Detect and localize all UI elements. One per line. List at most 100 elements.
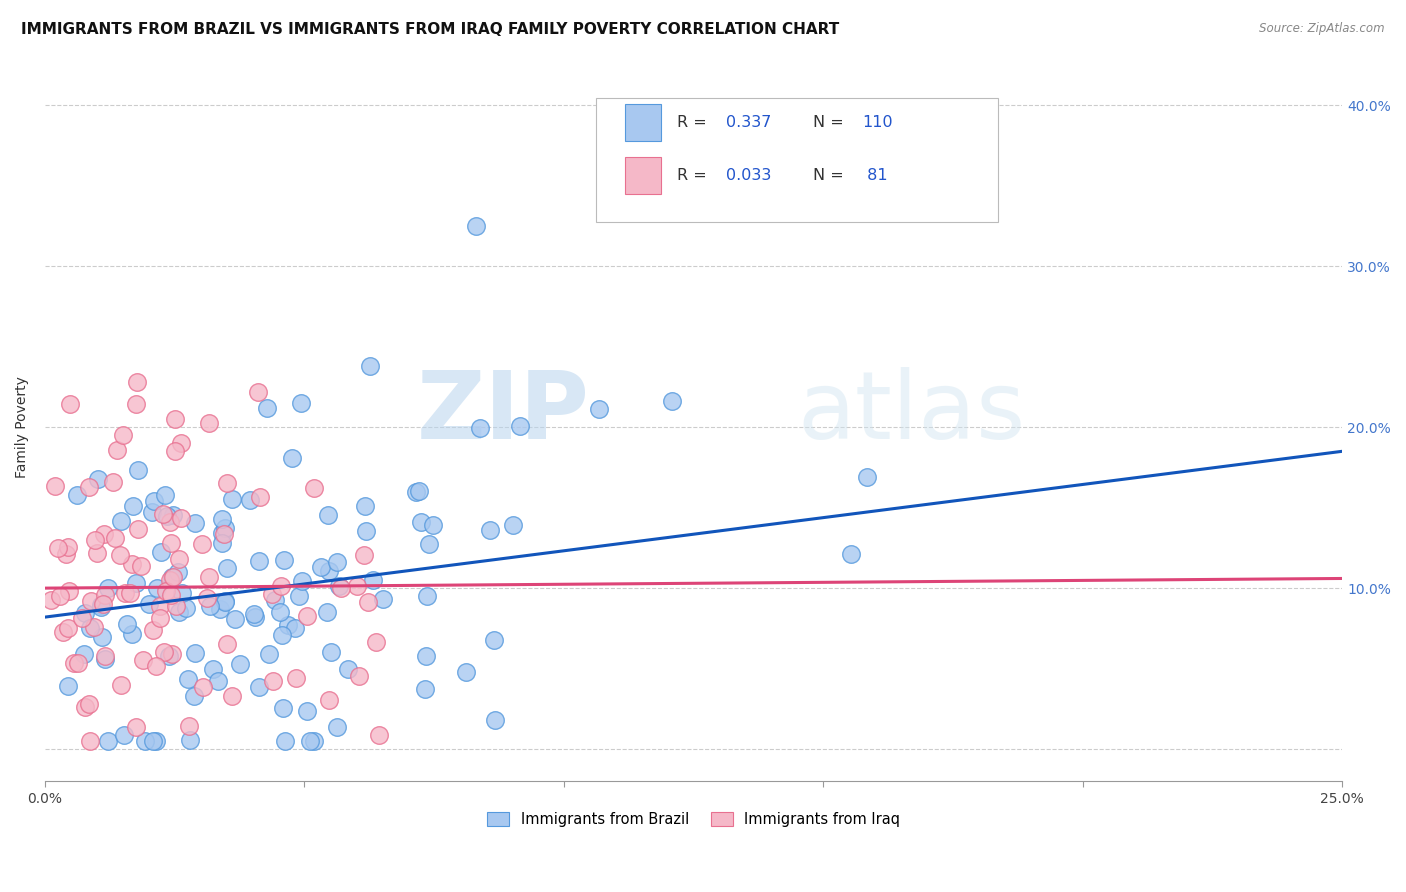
Point [91, 630, 114, 644]
Point [191, 681, 214, 695]
Text: ZIP: ZIP [418, 367, 591, 459]
Point [277, 617, 299, 632]
Point [115, 616, 138, 631]
Text: R =: R = [676, 115, 711, 130]
Point [270, 579, 292, 593]
Point [318, 693, 340, 707]
Point [416, 589, 439, 603]
Point [484, 713, 506, 727]
Point [94, 652, 117, 666]
Point [179, 733, 201, 747]
Point [299, 734, 322, 748]
Point [354, 524, 377, 538]
Point [368, 728, 391, 742]
Point [58, 584, 80, 599]
Point [125, 575, 148, 590]
Point [97, 581, 120, 595]
Point [285, 671, 308, 685]
Point [201, 662, 224, 676]
FancyBboxPatch shape [596, 98, 998, 222]
Point [183, 689, 205, 703]
Point [264, 592, 287, 607]
Point [48, 589, 70, 603]
Point [239, 493, 262, 508]
Point [184, 647, 207, 661]
Point [146, 581, 169, 595]
Point [359, 359, 381, 373]
Point [110, 678, 132, 692]
Point [142, 734, 165, 748]
Point [479, 524, 502, 538]
Point [127, 522, 149, 536]
Point [90, 600, 112, 615]
Point [215, 476, 238, 491]
Point [114, 585, 136, 599]
Point [170, 585, 193, 599]
Point [97, 734, 120, 748]
Point [321, 645, 343, 659]
Point [77, 697, 100, 711]
Point [127, 375, 149, 389]
Point [297, 609, 319, 624]
Point [346, 578, 368, 592]
Point [73, 699, 96, 714]
Point [353, 548, 375, 562]
Point [111, 428, 134, 442]
Point [214, 521, 236, 535]
Point [65, 488, 87, 502]
Point [269, 605, 291, 619]
Point [150, 545, 173, 559]
Point [44, 479, 66, 493]
Point [160, 569, 183, 583]
Point [257, 647, 280, 661]
Point [328, 579, 350, 593]
Point [349, 669, 371, 683]
Point [162, 569, 184, 583]
Point [418, 536, 440, 550]
Point [366, 634, 388, 648]
Point [131, 558, 153, 573]
Y-axis label: Family Poverty: Family Poverty [15, 376, 30, 478]
Point [79, 621, 101, 635]
Point [304, 481, 326, 495]
Point [408, 484, 430, 499]
Point [159, 516, 181, 530]
Point [415, 649, 437, 664]
Point [482, 632, 505, 647]
Point [149, 611, 172, 625]
Point [211, 536, 233, 550]
Point [315, 605, 337, 619]
Point [121, 557, 143, 571]
Point [284, 621, 307, 635]
Point [856, 470, 879, 484]
Point [87, 471, 110, 485]
Point [456, 665, 478, 680]
Point [198, 599, 221, 613]
Point [152, 508, 174, 522]
Point [290, 395, 312, 409]
Point [67, 656, 90, 670]
Point [363, 573, 385, 587]
Point [422, 517, 444, 532]
Text: Source: ZipAtlas.com: Source: ZipAtlas.com [1260, 22, 1385, 36]
Point [165, 599, 187, 613]
Point [169, 551, 191, 566]
Point [413, 681, 436, 696]
Point [337, 662, 360, 676]
Point [170, 435, 193, 450]
Point [177, 719, 200, 733]
Point [271, 628, 294, 642]
Point [153, 488, 176, 502]
Point [214, 593, 236, 607]
Point [138, 598, 160, 612]
Point [84, 533, 107, 548]
Point [58, 621, 80, 635]
Point [318, 564, 340, 578]
Point [195, 591, 218, 606]
Point [73, 647, 96, 661]
Point [156, 508, 179, 523]
Point [80, 594, 103, 608]
Point [70, 611, 93, 625]
Text: R =: R = [676, 169, 711, 183]
Point [145, 659, 167, 673]
